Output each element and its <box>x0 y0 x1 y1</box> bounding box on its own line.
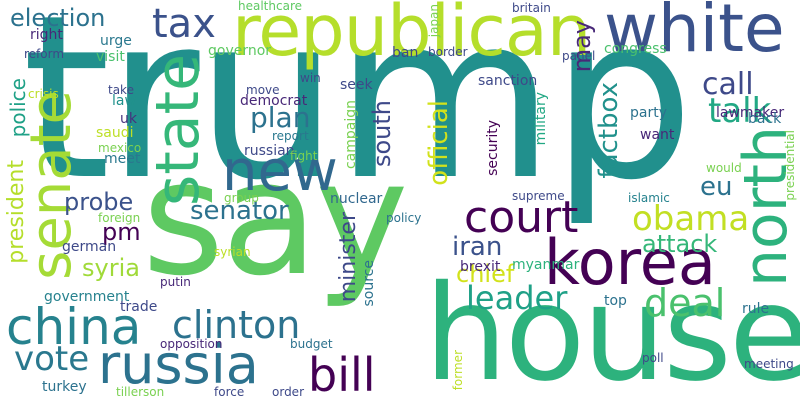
word-foreign: foreign <box>98 211 141 225</box>
word-attack: attack <box>642 230 718 258</box>
word-chief: chief <box>456 260 515 288</box>
word-want: want <box>640 127 675 143</box>
word-security: security <box>485 120 501 176</box>
word-former: former <box>451 350 465 391</box>
word-iran: iran <box>452 232 503 262</box>
word-rule: rule <box>742 301 770 317</box>
word-probe: probe <box>64 188 134 216</box>
word-panel: panel <box>562 49 596 63</box>
word-russian: russian <box>244 143 295 159</box>
word-republican: republican <box>232 0 591 72</box>
word-german: german <box>62 239 117 255</box>
word-britain: britain <box>512 1 551 15</box>
word-tax: tax <box>152 1 216 47</box>
word-call: call <box>702 67 754 102</box>
word-president: president <box>4 160 29 264</box>
word-putin: putin <box>160 275 191 289</box>
word-democrat: democrat <box>240 93 308 109</box>
word-korea: korea <box>544 226 716 299</box>
word-japan: japan <box>427 4 441 38</box>
word-south: south <box>368 100 396 168</box>
word-brexit: brexit <box>460 259 501 275</box>
word-trump: trump <box>22 0 694 230</box>
word-police: police <box>6 78 30 138</box>
word-fight: fight <box>290 149 318 163</box>
word-vote: vote <box>14 339 90 379</box>
word-syrian: syrian <box>214 245 251 259</box>
word-obama: obama <box>632 199 750 239</box>
word-bill: bill <box>308 348 376 400</box>
word-win: win <box>300 71 321 85</box>
word-leader: leader <box>466 279 568 317</box>
word-urge: urge <box>100 33 132 49</box>
word-move: move <box>246 83 280 97</box>
word-seek: seek <box>340 77 373 93</box>
word-meeting: meeting <box>744 357 794 371</box>
word-top: top <box>604 293 627 309</box>
word-mexico: mexico <box>98 141 142 155</box>
word-pm: pm <box>102 218 141 246</box>
word-opposition: opposition <box>160 337 223 351</box>
word-budget: budget <box>290 337 333 351</box>
word-take: take <box>108 83 134 97</box>
word-supreme: supreme <box>512 189 565 203</box>
word-campaign: campaign <box>343 100 359 170</box>
word-trade: trade <box>120 299 158 315</box>
word-clinton: clinton <box>172 303 301 347</box>
word-senator: senator <box>190 196 289 226</box>
word-source: source <box>361 260 377 307</box>
word-saudi: saudi <box>96 125 134 141</box>
word-border: border <box>428 45 468 59</box>
word-presidential: presidential <box>783 130 797 201</box>
word-house: house <box>424 257 800 400</box>
word-law: law <box>112 93 136 109</box>
word-order: order <box>272 385 304 399</box>
word-white: white <box>604 0 785 67</box>
word-party: party <box>630 105 667 121</box>
word-lawmaker: lawmaker <box>716 105 785 121</box>
word-sanction: sanction <box>478 73 538 89</box>
word-report: report <box>272 129 309 143</box>
word-say: say <box>142 127 409 311</box>
word-turkey: turkey <box>42 379 87 395</box>
word-tillerson: tillerson <box>116 385 165 399</box>
word-congress: congress <box>604 41 667 57</box>
word-poll: poll <box>642 351 664 365</box>
word-policy: policy <box>386 211 422 225</box>
word-may: may <box>568 20 596 73</box>
word-plan: plan <box>250 101 311 134</box>
word-official: official <box>424 100 454 186</box>
word-right: right <box>30 27 63 43</box>
word-government: government <box>44 289 130 305</box>
word-force: force <box>214 385 245 399</box>
word-eu: eu <box>700 172 733 202</box>
word-ban: ban <box>392 45 419 61</box>
word-meet: meet <box>104 151 141 167</box>
word-new: new <box>222 139 338 204</box>
word-healthcare: healthcare <box>238 0 302 13</box>
word-court: court <box>464 192 579 243</box>
word-governor: governor <box>208 43 272 59</box>
word-deal: deal <box>644 281 726 325</box>
word-syria: syria <box>82 254 140 282</box>
word-visit: visit <box>96 49 125 65</box>
word-election: election <box>10 4 106 32</box>
word-group: group <box>224 191 259 205</box>
word-uk: uk <box>120 111 137 127</box>
word-china: china <box>6 298 142 356</box>
word-islamic: islamic <box>628 191 670 205</box>
word-minister: minister <box>336 212 361 303</box>
word-russia: russia <box>98 333 259 396</box>
word-reform: reform <box>24 47 65 61</box>
word-would: would <box>706 161 742 175</box>
word-crisis: crisis <box>28 87 59 101</box>
word-myanmar: myanmar <box>512 257 580 273</box>
word-back: back <box>748 111 782 127</box>
word-military: military <box>533 92 549 146</box>
word-talk: talk <box>708 91 772 131</box>
word-state: state <box>143 54 213 206</box>
word-factbox: factbox <box>594 82 624 179</box>
word-nuclear: nuclear <box>330 191 383 207</box>
